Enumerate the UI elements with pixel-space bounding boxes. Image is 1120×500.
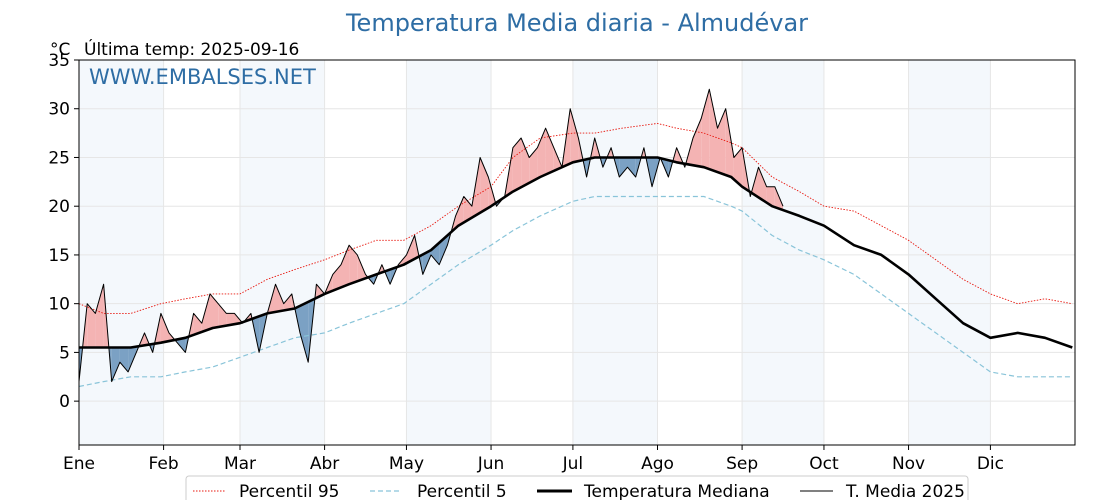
- deviation-fill: [349, 245, 358, 285]
- line-t-media-2025: [78, 88, 784, 383]
- plot-frame: [78, 59, 1076, 446]
- deviation-fill: [512, 138, 522, 192]
- deviation-fill: [275, 284, 284, 312]
- y-tick-label: 20: [48, 197, 70, 217]
- deviation-fill: [95, 284, 104, 348]
- deviation-fill: [431, 242, 440, 265]
- month-bands: [79, 60, 991, 445]
- deviation-fill: [701, 89, 710, 170]
- deviation-fill: [766, 186, 775, 208]
- deviation-fill: [283, 293, 292, 311]
- deviation-fill: [300, 301, 309, 363]
- legend-label-p95: Percentil 95: [239, 482, 339, 500]
- watermark: WWW.EMBALSES.NET: [89, 65, 316, 89]
- deviation-fill: [201, 293, 210, 332]
- y-tick-label: 15: [48, 246, 70, 266]
- y-tick-label: 25: [48, 148, 70, 168]
- legend-label-media-2025: T. Media 2025: [845, 482, 965, 500]
- x-tick-label: May: [389, 454, 424, 474]
- line-percentil-5: [78, 195, 1073, 388]
- series-lines: [78, 88, 1073, 388]
- x-tick-label: Jul: [562, 454, 584, 474]
- deviation-fill: [521, 138, 530, 188]
- x-tick-label: Ene: [63, 454, 95, 474]
- month-band: [572, 60, 658, 445]
- x-tick-label: Oct: [809, 454, 839, 474]
- legend: Percentil 95 Percentil 5 Temperatura Med…: [185, 475, 969, 500]
- deviation-fill: [210, 293, 219, 329]
- deviation-fill: [332, 264, 341, 291]
- deviation-fill: [455, 196, 464, 229]
- x-tick-label: Mar: [224, 454, 256, 474]
- month-band: [742, 60, 824, 445]
- deviation-fill: [758, 167, 767, 203]
- legend-box: [185, 475, 969, 500]
- y-tick-label: 35: [48, 51, 70, 71]
- deviation-fill: [128, 346, 137, 372]
- deviation-fill: [570, 108, 579, 164]
- x-tick-label: Jun: [477, 454, 505, 474]
- y-axis: 0 5 10 15 20 25 30 35: [48, 51, 79, 412]
- deviation-fill: [226, 313, 235, 326]
- legend-label-mediana: Temperatura Mediana: [583, 482, 770, 500]
- last-temp-label: Última temp: 2025-09-16: [84, 38, 299, 60]
- deviation-fill: [341, 245, 350, 288]
- deviation-fill: [119, 347, 129, 372]
- deviation-fill: [717, 108, 726, 175]
- deviation-fill: [87, 303, 96, 348]
- deviation-fill: [177, 337, 186, 353]
- deviation-fill: [709, 89, 718, 173]
- deviation-fill: [693, 118, 702, 167]
- deviation-fill: [619, 157, 628, 177]
- y-tick-label: 30: [48, 100, 70, 120]
- y-tick-label: 5: [59, 343, 70, 363]
- deviation-fill: [439, 235, 448, 265]
- x-tick-label: Dic: [977, 454, 1004, 474]
- month-band: [406, 60, 492, 445]
- deviation-fill: [480, 157, 489, 213]
- deviation-fill: [357, 254, 366, 282]
- deviation-fill: [529, 147, 538, 183]
- deviation-fill: [160, 313, 169, 343]
- deviation-fill: [218, 303, 227, 328]
- x-tick-label: Sep: [726, 454, 758, 474]
- deviation-fill: [537, 128, 546, 179]
- deviation-fill: [111, 347, 120, 382]
- deviation-fill: [545, 128, 554, 175]
- deviation-fill: [725, 108, 734, 180]
- deviation-fill: [733, 147, 743, 187]
- deviation-fill: [193, 313, 202, 335]
- month-band: [239, 60, 325, 445]
- x-tick-label: Ago: [641, 454, 674, 474]
- deviation-fill: [463, 196, 472, 223]
- x-tick-label: Nov: [892, 454, 925, 474]
- y-unit-label: °C: [50, 40, 70, 60]
- chart-title: Temperatura Media diaria - Almudévar: [345, 9, 808, 37]
- x-tick-label: Feb: [149, 454, 179, 474]
- x-axis: Ene Feb Mar Abr May Jun Jul Ago Sep Oct Nov Dic: [63, 445, 1004, 474]
- legend-label-p5: Percentil 5: [417, 482, 507, 500]
- month-band: [79, 60, 164, 445]
- deviation-fill: [627, 157, 636, 177]
- x-tick-label: Abr: [310, 454, 339, 474]
- y-tick-label: 0: [59, 392, 70, 412]
- y-tick-label: 10: [48, 295, 70, 315]
- line-percentil-95: [78, 122, 1073, 314]
- month-band: [908, 60, 991, 445]
- deviation-fill: [406, 235, 415, 264]
